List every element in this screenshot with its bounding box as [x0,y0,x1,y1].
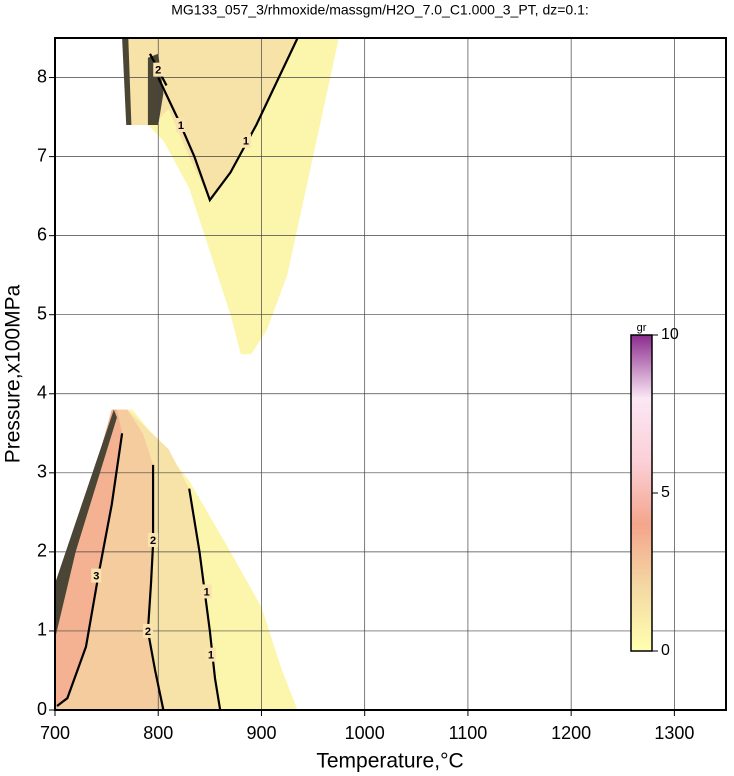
y-tick-label: 8 [37,66,47,86]
contour-label-bg [142,623,153,638]
y-tick-label: 3 [37,462,47,482]
colorbar [630,334,653,652]
contour-line [56,433,124,707]
y-tick-label: 4 [37,383,47,403]
y-tick-label: 5 [37,303,47,323]
contour-label: 1 [243,136,249,148]
contour-line [146,464,165,711]
chart-title: MG133_057_3/rhmoxide/massgm/H2O_7.0_C1.0… [171,2,589,18]
y-tick-label: 2 [37,541,47,561]
contour-region [55,409,123,710]
x-tick-label: 900 [246,723,276,743]
x-tick-label: 1100 [449,723,488,743]
colorbar-tick-label: 5 [661,484,670,501]
contour-region [122,38,132,125]
contour-label-bg [201,584,212,599]
x-tick-label: 700 [40,723,70,743]
contour-label-bg [153,62,164,77]
contour-label-bg [148,533,159,548]
y-tick-label: 6 [37,224,47,244]
contour-region [127,38,298,201]
contour-label-bg [205,647,216,662]
contour-label: 2 [145,626,151,638]
x-tick-label: 1000 [345,723,385,743]
contour-line [188,488,222,711]
x-axis-label: Temperature,°C [316,750,463,773]
x-tick-label: 1300 [654,723,694,743]
y-tick-label: 7 [37,145,47,165]
contour-label-bg [175,117,186,132]
contour-label: 3 [93,571,99,583]
x-tick-label: 800 [143,723,173,743]
contour-label: 2 [155,65,161,77]
colorbar-label: gr [637,322,647,334]
y-tick-label: 1 [37,620,47,640]
contour-label: 1 [178,120,184,132]
y-tick-label: 0 [37,699,47,719]
contour-label-bg [240,133,251,148]
y-axis-label: Pressure,x100MPa [2,284,25,463]
x-tick-label: 1200 [551,723,591,743]
plot-frame [54,37,727,711]
contour-label: 1 [204,586,210,598]
colorbar-tick-label: 0 [661,642,670,659]
contour-label: 2 [150,535,156,547]
contour-label-bg [91,568,102,583]
contour-label: 1 [208,650,214,662]
colorbar-tick-label: 10 [661,326,679,343]
contour-region [55,409,117,639]
